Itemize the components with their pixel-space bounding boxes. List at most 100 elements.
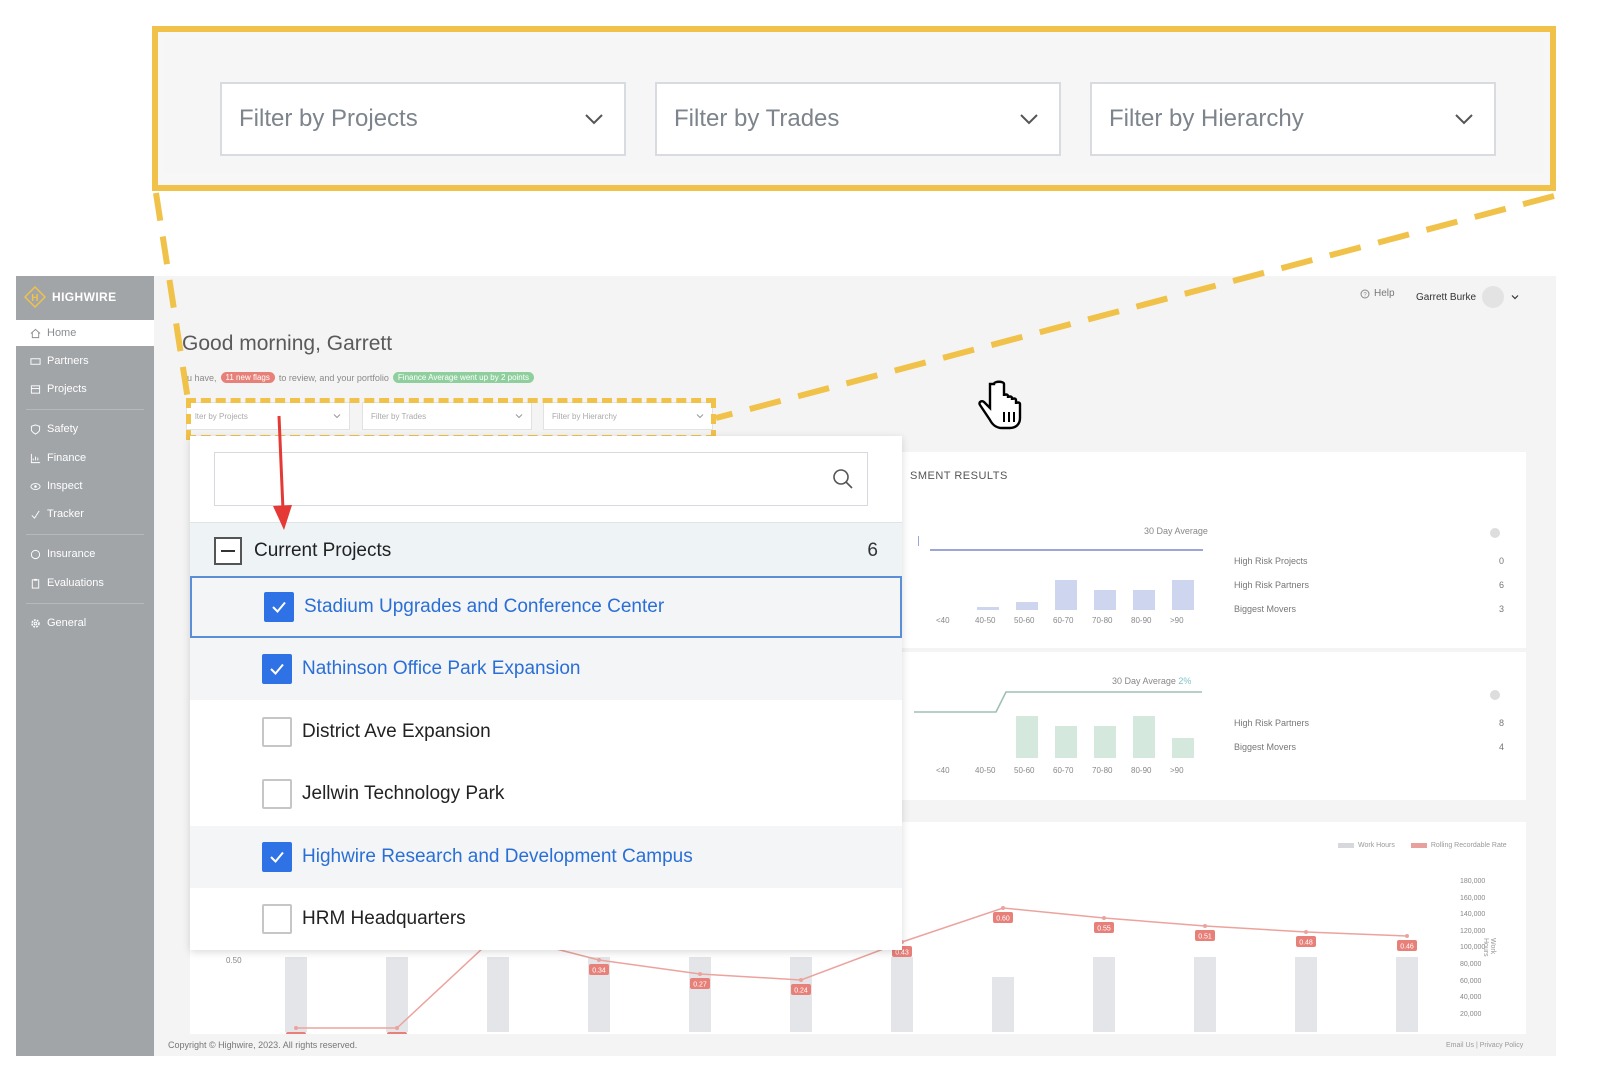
rate-label: 0.43: [895, 950, 909, 957]
project-option[interactable]: Nathinson Office Park Expansion: [190, 638, 902, 701]
work-hours-bar: [285, 957, 307, 1032]
group-current-projects[interactable]: Current Projects 6: [190, 522, 902, 578]
portfolio-summary: ou have, 11 new flags to review, and you…: [182, 372, 534, 383]
rate-point[interactable]: [698, 972, 702, 976]
collapse-toggle[interactable]: [214, 536, 242, 565]
checkbox-checked[interactable]: [262, 841, 292, 872]
bucket-label: <40: [936, 616, 950, 625]
flags-badge[interactable]: 11 new flags: [220, 372, 275, 383]
minus-icon: [221, 549, 235, 552]
footer-links[interactable]: Email Us | Privacy Policy: [1446, 1042, 1524, 1049]
risk-row[interactable]: Biggest Movers 4: [1234, 742, 1504, 752]
risk-label: High Risk Partners: [1234, 718, 1310, 728]
avg-line: [930, 549, 1203, 551]
chart-icon: [30, 453, 41, 463]
risk-label: Biggest Movers: [1234, 742, 1297, 752]
avg-trend: 2%: [1178, 676, 1192, 686]
y-axis-ticks: 180,000 160,000 140,000 120,000 100,000 80,00…: [1460, 878, 1500, 1028]
bucket-label: 40-50: [975, 616, 996, 625]
rate-point[interactable]: [1203, 924, 1207, 928]
sidebar-item-projects[interactable]: Projects: [16, 376, 154, 402]
filter-trades-select-zoomed[interactable]: Filter by Trades: [655, 82, 1061, 156]
card-title: SMENT RESULTS: [910, 470, 1008, 482]
sidebar-item-tracker[interactable]: Tracker: [16, 501, 154, 527]
project-option[interactable]: HRM Headquarters: [190, 888, 902, 950]
project-option[interactable]: Stadium Upgrades and Conference Center: [190, 576, 902, 638]
search-icon: [833, 469, 853, 489]
eye-icon: [30, 482, 41, 490]
sidebar-item-safety[interactable]: Safety: [16, 416, 154, 442]
risk-bars: [930, 570, 1220, 610]
sidebar: H HIGHWIRE Home Partners Projects Safety…: [16, 276, 154, 1056]
help-link[interactable]: ? Help: [1360, 288, 1395, 299]
group-label: Current Projects: [254, 539, 392, 561]
rate-point[interactable]: [799, 978, 803, 982]
project-option[interactable]: Jellwin Technology Park: [190, 763, 902, 825]
risk-label: High Risk Partners: [1234, 580, 1310, 590]
project-option[interactable]: Highwire Research and Development Campus: [190, 825, 902, 888]
sidebar-item-home[interactable]: Home: [16, 320, 154, 346]
distribution-bar: [1094, 590, 1116, 610]
rate-label: 0.60: [996, 916, 1010, 923]
check-icon: [272, 601, 286, 613]
checkbox-unchecked[interactable]: [262, 779, 292, 810]
risk-row[interactable]: Biggest Movers 3: [1234, 604, 1504, 614]
rate-point[interactable]: [1405, 934, 1409, 938]
y-tick-label: 20,000: [1460, 1010, 1482, 1018]
rate-point[interactable]: [294, 1026, 298, 1030]
info-icon[interactable]: [1490, 690, 1500, 700]
chevron-down-icon: [1455, 114, 1473, 125]
bucket-label: 70-80: [1092, 616, 1113, 625]
distribution-bar: [1133, 716, 1155, 758]
project-option[interactable]: District Ave Expansion: [190, 701, 902, 763]
rate-point[interactable]: [395, 1026, 399, 1030]
divider: [26, 534, 144, 535]
rate-point[interactable]: [1001, 906, 1005, 910]
bucket-labels: <40 40-50 50-60 60-70 70-80 80-90 >90: [936, 766, 1216, 778]
distribution-bar: [977, 607, 999, 610]
user-menu[interactable]: Garrett Burke: [1416, 286, 1520, 308]
search-input[interactable]: [214, 452, 868, 506]
rate-point[interactable]: [597, 958, 601, 962]
rate-label: 0.46: [1400, 944, 1414, 951]
projects-icon: [30, 384, 41, 394]
checkbox-checked[interactable]: [264, 592, 294, 622]
sidebar-item-inspect[interactable]: Inspect: [16, 473, 154, 499]
bucket-label: 70-80: [1092, 766, 1113, 775]
chevron-down-icon: [585, 114, 603, 125]
sidebar-item-general[interactable]: General: [16, 610, 154, 636]
user-name: Garrett Burke: [1416, 291, 1477, 303]
rate-label-bg: [286, 1032, 306, 1034]
svg-text:?: ?: [1363, 292, 1367, 298]
help-icon: ?: [1360, 289, 1370, 298]
sidebar-item-insurance[interactable]: Insurance: [16, 541, 154, 567]
check-icon: [270, 664, 284, 676]
checkbox-checked[interactable]: [262, 654, 292, 685]
info-icon[interactable]: [1490, 528, 1500, 538]
rate-point[interactable]: [1102, 916, 1106, 920]
rate-label-bg: [791, 984, 811, 995]
filter-projects-select-zoomed[interactable]: Filter by Projects: [220, 82, 626, 156]
risk-row[interactable]: High Risk Partners 6: [1234, 580, 1504, 590]
legend-label: Work Hours: [1358, 842, 1395, 849]
hand-cursor-icon: [978, 380, 1022, 430]
divider: [26, 603, 144, 604]
risk-row[interactable]: High Risk Partners 8: [1234, 718, 1504, 728]
rate-label: 0.55: [1097, 926, 1111, 933]
filter-label: lter by Projects: [195, 411, 248, 421]
sidebar-item-evaluations[interactable]: Evaluations: [16, 570, 154, 596]
sidebar-item-finance[interactable]: Finance: [16, 445, 154, 471]
sidebar-item-partners[interactable]: Partners: [16, 348, 154, 374]
risk-row[interactable]: High Risk Projects 0: [1234, 556, 1504, 566]
filter-hierarchy-select-zoomed[interactable]: Filter by Hierarchy: [1090, 82, 1496, 156]
checkbox-unchecked[interactable]: [262, 716, 292, 747]
chevron-down-icon: [333, 414, 341, 419]
rate-point[interactable]: [1304, 930, 1308, 934]
checkbox-unchecked[interactable]: [262, 904, 292, 934]
option-label: Jellwin Technology Park: [302, 783, 505, 805]
sidebar-item-label: General: [47, 617, 87, 629]
filter-trades-select[interactable]: Filter by Trades: [362, 402, 532, 430]
work-hours-bar: [588, 957, 610, 1032]
y-tick-label: 180,000: [1460, 878, 1486, 885]
